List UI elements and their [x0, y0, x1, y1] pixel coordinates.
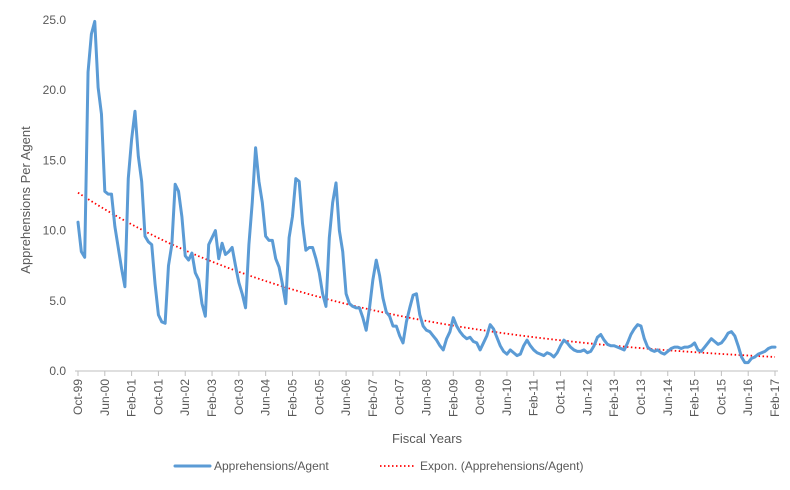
x-tick-label: Jun-12 — [580, 379, 594, 416]
x-tick-label: Oct-07 — [393, 379, 407, 415]
x-tick-label: Jun-10 — [500, 379, 514, 416]
x-tick-label: Jun-02 — [178, 379, 192, 416]
x-tick-label: Oct-09 — [473, 379, 487, 415]
x-tick-label: Feb-03 — [205, 379, 219, 417]
x-tick-label: Feb-17 — [768, 379, 782, 417]
y-tick-label: 15.0 — [43, 153, 67, 167]
x-tick-label: Oct-05 — [312, 379, 326, 415]
series-line-apprehensions — [76, 19, 777, 365]
x-tick-label: Jun-08 — [420, 379, 434, 416]
x-tick-label: Oct-01 — [151, 379, 165, 415]
y-axis-ticks: 0.0 5.0 10.0 15.0 20.0 25.0 — [43, 13, 67, 378]
x-tick-label: Feb-01 — [125, 379, 139, 417]
x-tick-label: Jun-16 — [741, 379, 755, 416]
legend-label-trend: Expon. (Apprehensions/Agent) — [420, 459, 583, 473]
y-tick-label: 10.0 — [43, 224, 67, 238]
x-tick-label: Feb-05 — [285, 379, 299, 417]
x-tick-label: Jun-14 — [661, 379, 675, 416]
x-tick-label: Feb-07 — [366, 379, 380, 417]
x-tick-label: Oct-99 — [71, 379, 85, 415]
y-tick-label: 0.0 — [49, 364, 66, 378]
x-tick-label: Oct-03 — [232, 379, 246, 415]
y-tick-label: 20.0 — [43, 83, 67, 97]
legend-label-apprehensions: Apprehensions/Agent — [214, 459, 329, 473]
y-tick-label: 5.0 — [49, 294, 66, 308]
x-tick-label: Oct-13 — [634, 379, 648, 415]
series-layer — [76, 19, 777, 365]
x-tick-label: Oct-11 — [554, 379, 568, 414]
x-tick-label: Feb-09 — [446, 379, 460, 417]
x-tick-label: Jun-00 — [98, 379, 112, 416]
x-tick-label: Feb-15 — [688, 379, 702, 417]
x-axis-title: Fiscal Years — [392, 431, 463, 446]
legend: Apprehensions/Agent Expon. (Apprehension… — [173, 459, 583, 473]
x-axis-ticks: Oct-99 Jun-00 Feb-01 Oct-01 Jun-02 Feb-03 Oct-… — [71, 371, 782, 417]
x-tick-label: Jun-06 — [339, 379, 353, 416]
x-tick-label: Feb-11 — [527, 379, 541, 416]
x-tick-label: Oct-15 — [714, 379, 728, 415]
y-tick-label: 25.0 — [43, 13, 67, 27]
x-tick-label: Feb-13 — [607, 379, 621, 417]
y-axis-title: Apprehensions Per Agent — [18, 126, 33, 274]
x-tick-label: Jun-04 — [259, 379, 273, 416]
